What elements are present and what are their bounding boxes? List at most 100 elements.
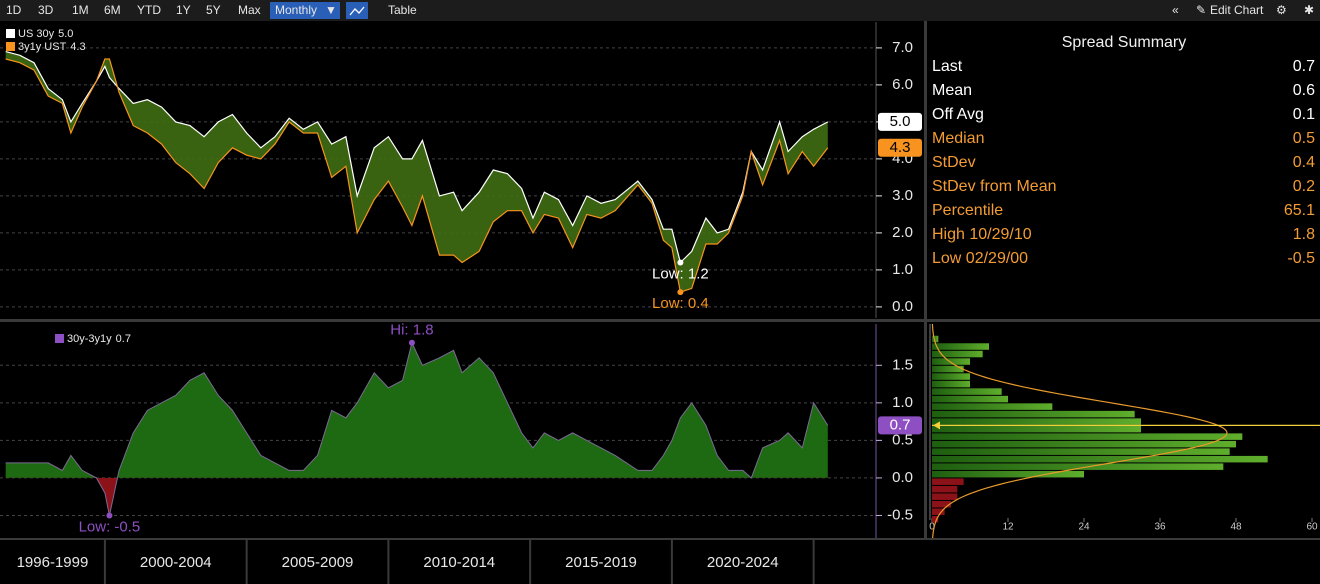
period-label: 2020-2024: [707, 554, 779, 571]
spread-line: [5, 341, 829, 516]
hist-bar: [932, 418, 1141, 425]
y-tick-label: 1.0: [892, 394, 913, 411]
hist-tick-label: 36: [1154, 522, 1166, 533]
period-button[interactable]: 1D: [6, 3, 22, 17]
hist-bar: [932, 335, 939, 343]
legend-entry: US 30y 5.0: [18, 28, 73, 40]
legend-name: 3y1y UST: [18, 41, 67, 53]
period-button[interactable]: 5Y: [206, 3, 221, 17]
legend-swatch: [6, 29, 15, 38]
legend-entry: 3y1y UST 4.3: [18, 41, 86, 53]
hist-bar: [932, 455, 1268, 463]
period-button[interactable]: Max: [238, 3, 261, 17]
summary-label: Percentile: [932, 202, 1003, 219]
settings-icon[interactable]: ⚙: [1276, 3, 1287, 17]
hist-bar: [932, 433, 1243, 440]
low-annotation: Low: -0.5: [79, 518, 141, 535]
hist-bar: [932, 485, 958, 493]
y-tick-label: 0.0: [892, 469, 913, 486]
hist-bar: [932, 395, 1008, 403]
summary-label: Low 02/29/00: [932, 250, 1028, 267]
y-tick-label: 7.0: [892, 39, 913, 56]
period-button[interactable]: 1M: [72, 3, 89, 17]
summary-label: Mean: [932, 82, 972, 99]
hist-bar: [932, 365, 964, 373]
summary-value: 0.2: [1293, 178, 1315, 195]
table-button[interactable]: Table: [388, 3, 417, 17]
hist-bar: [932, 373, 970, 380]
hist-bar: [932, 350, 983, 358]
hist-bar: [932, 448, 1230, 455]
last-value-label: 0.7: [890, 416, 911, 433]
bottom-plot: [5, 341, 829, 516]
y-tick-label: 0.5: [892, 431, 913, 448]
hist-bar: [932, 425, 1141, 433]
normal-curve: [931, 323, 1228, 539]
legend-swatch: [55, 334, 64, 343]
period-button[interactable]: 1Y: [176, 3, 191, 17]
series-line: [5, 58, 829, 293]
h-divider: [0, 319, 1320, 322]
hist-tick-label: 12: [1002, 522, 1014, 533]
dropdown-arrow: ▼: [325, 3, 337, 17]
series-line: [5, 51, 829, 264]
legend-swatch: [6, 42, 15, 51]
frequency-button[interactable]: [270, 2, 340, 19]
collapse-icon[interactable]: «: [1172, 3, 1179, 17]
legend-entry: 30y-3y1y 0.7: [67, 333, 131, 345]
period-label: 2005-2009: [282, 554, 354, 571]
last-value-tag: [878, 138, 922, 157]
summary-value: 1.8: [1293, 226, 1315, 243]
last-value-tag: [878, 416, 922, 435]
period-button[interactable]: 3D: [38, 3, 54, 17]
period-label: 2010-2014: [423, 554, 495, 571]
legend-box: [40, 331, 144, 347]
hist-bar: [932, 403, 1053, 410]
hist-tick-label: 48: [1230, 522, 1242, 533]
edit-chart-button[interactable]: Edit Chart: [1210, 3, 1264, 17]
y-tick-label: 0.0: [892, 298, 913, 315]
summary-label: Median: [932, 130, 984, 147]
pencil-icon: ✎: [1196, 3, 1206, 17]
spread-fill: [5, 51, 828, 293]
gear-icon[interactable]: ✱: [1304, 3, 1314, 17]
legend-name: US 30y: [18, 28, 55, 40]
hist-bar: [932, 470, 1084, 478]
last-value-tag: [878, 112, 922, 131]
hist-bar: [932, 343, 989, 350]
summary-value: 0.7: [1293, 58, 1315, 75]
summary-value: -0.5: [1287, 250, 1315, 267]
current-arrow: [933, 421, 940, 430]
hist-bar: [932, 440, 1236, 448]
period-button[interactable]: 6M: [104, 3, 121, 17]
last-value-label: 5.0: [890, 113, 911, 130]
period-button[interactable]: YTD: [137, 3, 161, 17]
low-annotation: Low: 1.2: [652, 265, 709, 282]
low-marker: [677, 259, 684, 266]
chart-icon: [349, 6, 365, 16]
high-annotation: Hi: 1.8: [390, 322, 433, 339]
y-tick-label: 6.0: [892, 76, 913, 93]
high-marker: [408, 339, 415, 346]
low-marker: [677, 289, 684, 296]
hist-bar: [932, 410, 1135, 418]
hist-bar: [932, 515, 939, 523]
summary-label: StDev from Mean: [932, 178, 1056, 195]
legend-last: 5.0: [58, 28, 73, 40]
y-tick-label: 1.0: [892, 261, 913, 278]
y-tick-label: 2.0: [892, 224, 913, 241]
hist-bar: [932, 388, 1002, 395]
hist-bar: [932, 500, 951, 508]
summary-value: 0.4: [1293, 154, 1315, 171]
period-label: 1996-1999: [17, 554, 89, 571]
legend-name: 30y-3y1y: [67, 333, 112, 345]
period-label: 2000-2004: [140, 554, 212, 571]
legend-last: 4.3: [70, 41, 85, 53]
low-marker: [106, 512, 113, 519]
summary-value: 0.5: [1293, 130, 1315, 147]
toolbar: [0, 0, 1320, 21]
summary-value: 0.6: [1293, 82, 1315, 99]
period-label: 2015-2019: [565, 554, 637, 571]
low-annotation: Low: 0.4: [652, 295, 709, 312]
